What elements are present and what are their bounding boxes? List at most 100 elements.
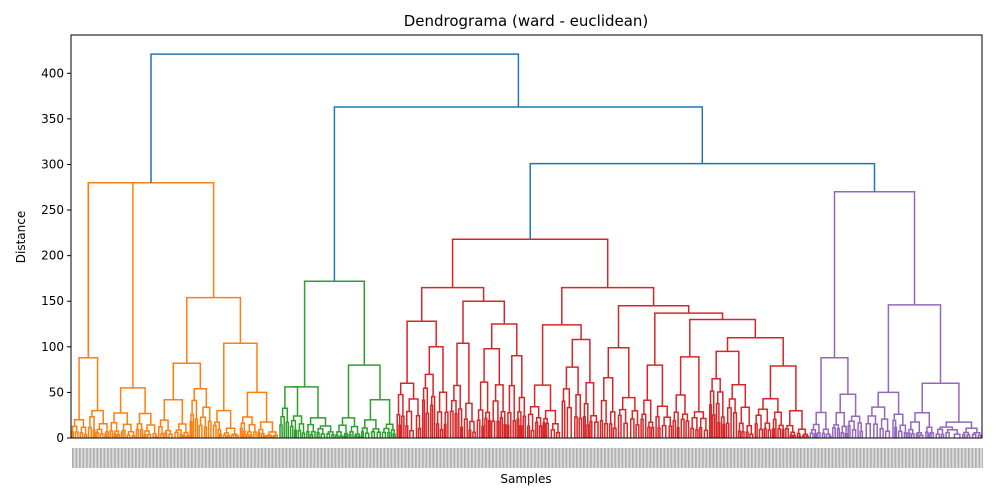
leaf-label [352, 448, 353, 468]
leaf-label [251, 448, 252, 468]
top-link [150, 53, 520, 183]
leaf-label [95, 448, 97, 468]
cluster-link [668, 425, 673, 438]
leaf-label [277, 448, 279, 468]
cluster-link [453, 384, 461, 409]
leaf-label [814, 448, 815, 468]
leaf-label [969, 448, 971, 468]
cluster-link [738, 422, 744, 432]
leaf-label [107, 448, 108, 468]
leaf-label [860, 448, 861, 468]
cluster-link [603, 377, 614, 412]
leaf-label [595, 448, 597, 468]
cluster-link [725, 422, 730, 438]
leaf-label [877, 448, 878, 468]
leaf-label [899, 448, 901, 468]
cluster-link [146, 433, 152, 438]
leaf-label [531, 448, 532, 468]
cluster-link [110, 422, 118, 432]
leaf-label [724, 448, 726, 468]
leaf-label [515, 448, 517, 468]
leaf-label [714, 448, 716, 468]
leaf-label [287, 448, 289, 468]
leaf-label [234, 448, 236, 468]
leaf-label [646, 448, 647, 468]
cluster-link [703, 429, 709, 438]
cluster-link [476, 419, 481, 438]
leaf-label [842, 448, 843, 468]
leaf-label [837, 448, 839, 468]
leaf-label [658, 448, 660, 468]
leaf-label [954, 448, 955, 468]
leaf-label [321, 448, 322, 468]
leaf-label [518, 448, 520, 468]
cluster-link [877, 391, 900, 415]
leaf-label [265, 448, 266, 468]
leaf-label [744, 448, 745, 468]
leaf-label [686, 448, 688, 468]
cluster-link [460, 426, 464, 438]
leaf-label [717, 448, 719, 468]
leaf-label [396, 448, 398, 468]
leaf-label [931, 448, 933, 468]
leaf-label [339, 448, 341, 468]
cluster-link [207, 420, 212, 438]
leaf-label [503, 448, 504, 468]
leaf-label [557, 448, 559, 468]
cluster-link [381, 431, 387, 438]
leaf-label [913, 448, 915, 468]
leaf-label [535, 448, 537, 468]
leaf-label [555, 448, 556, 468]
leaf-label [209, 448, 210, 468]
leaf-label [858, 448, 860, 468]
leaf-label [623, 448, 625, 468]
leaf-label [249, 448, 251, 468]
leaf-label [382, 448, 384, 468]
leaf-label [643, 448, 644, 468]
leaf-label [349, 448, 350, 468]
leaf-label [483, 448, 485, 468]
leaf-label [615, 448, 616, 468]
leaf-label [291, 448, 293, 468]
leaf-label [770, 448, 772, 468]
leaf-label [574, 448, 576, 468]
cluster-link [530, 429, 535, 438]
cluster-link [690, 427, 695, 438]
leaf-label [399, 448, 401, 468]
leaf-label [195, 448, 196, 468]
leaf-label [420, 448, 422, 468]
leaf-label [674, 448, 675, 468]
cluster-link [921, 382, 960, 423]
cluster-link [360, 431, 365, 438]
leaf-label [907, 448, 909, 468]
leaf-label [527, 448, 528, 468]
leaf-label [363, 448, 364, 468]
leaf-label [898, 448, 899, 468]
leaf-label [840, 448, 842, 468]
leaf-label [697, 448, 699, 468]
leaf-label [753, 448, 755, 468]
leaf-label [248, 448, 250, 468]
leaf-label [541, 448, 542, 468]
leaf-label [286, 448, 287, 468]
leaf-label [970, 448, 972, 468]
leaf-label [193, 448, 195, 468]
leaf-label [164, 448, 166, 468]
cluster-link [218, 433, 222, 438]
cluster-link [484, 417, 488, 438]
cluster-link [685, 420, 690, 438]
leaf-label [217, 448, 219, 468]
cluster-link [897, 430, 903, 438]
leaf-label [303, 448, 304, 468]
leaf-label [419, 448, 420, 468]
leaf-label [328, 448, 329, 468]
leaf-label [242, 448, 244, 468]
leaf-label [528, 448, 530, 468]
leaf-label [408, 448, 409, 468]
cluster-link [454, 412, 458, 438]
cluster-link [894, 426, 898, 438]
leaf-label [941, 448, 943, 468]
leaf-label [910, 448, 912, 468]
leaf-label [94, 448, 96, 468]
leaf-label [833, 448, 835, 468]
